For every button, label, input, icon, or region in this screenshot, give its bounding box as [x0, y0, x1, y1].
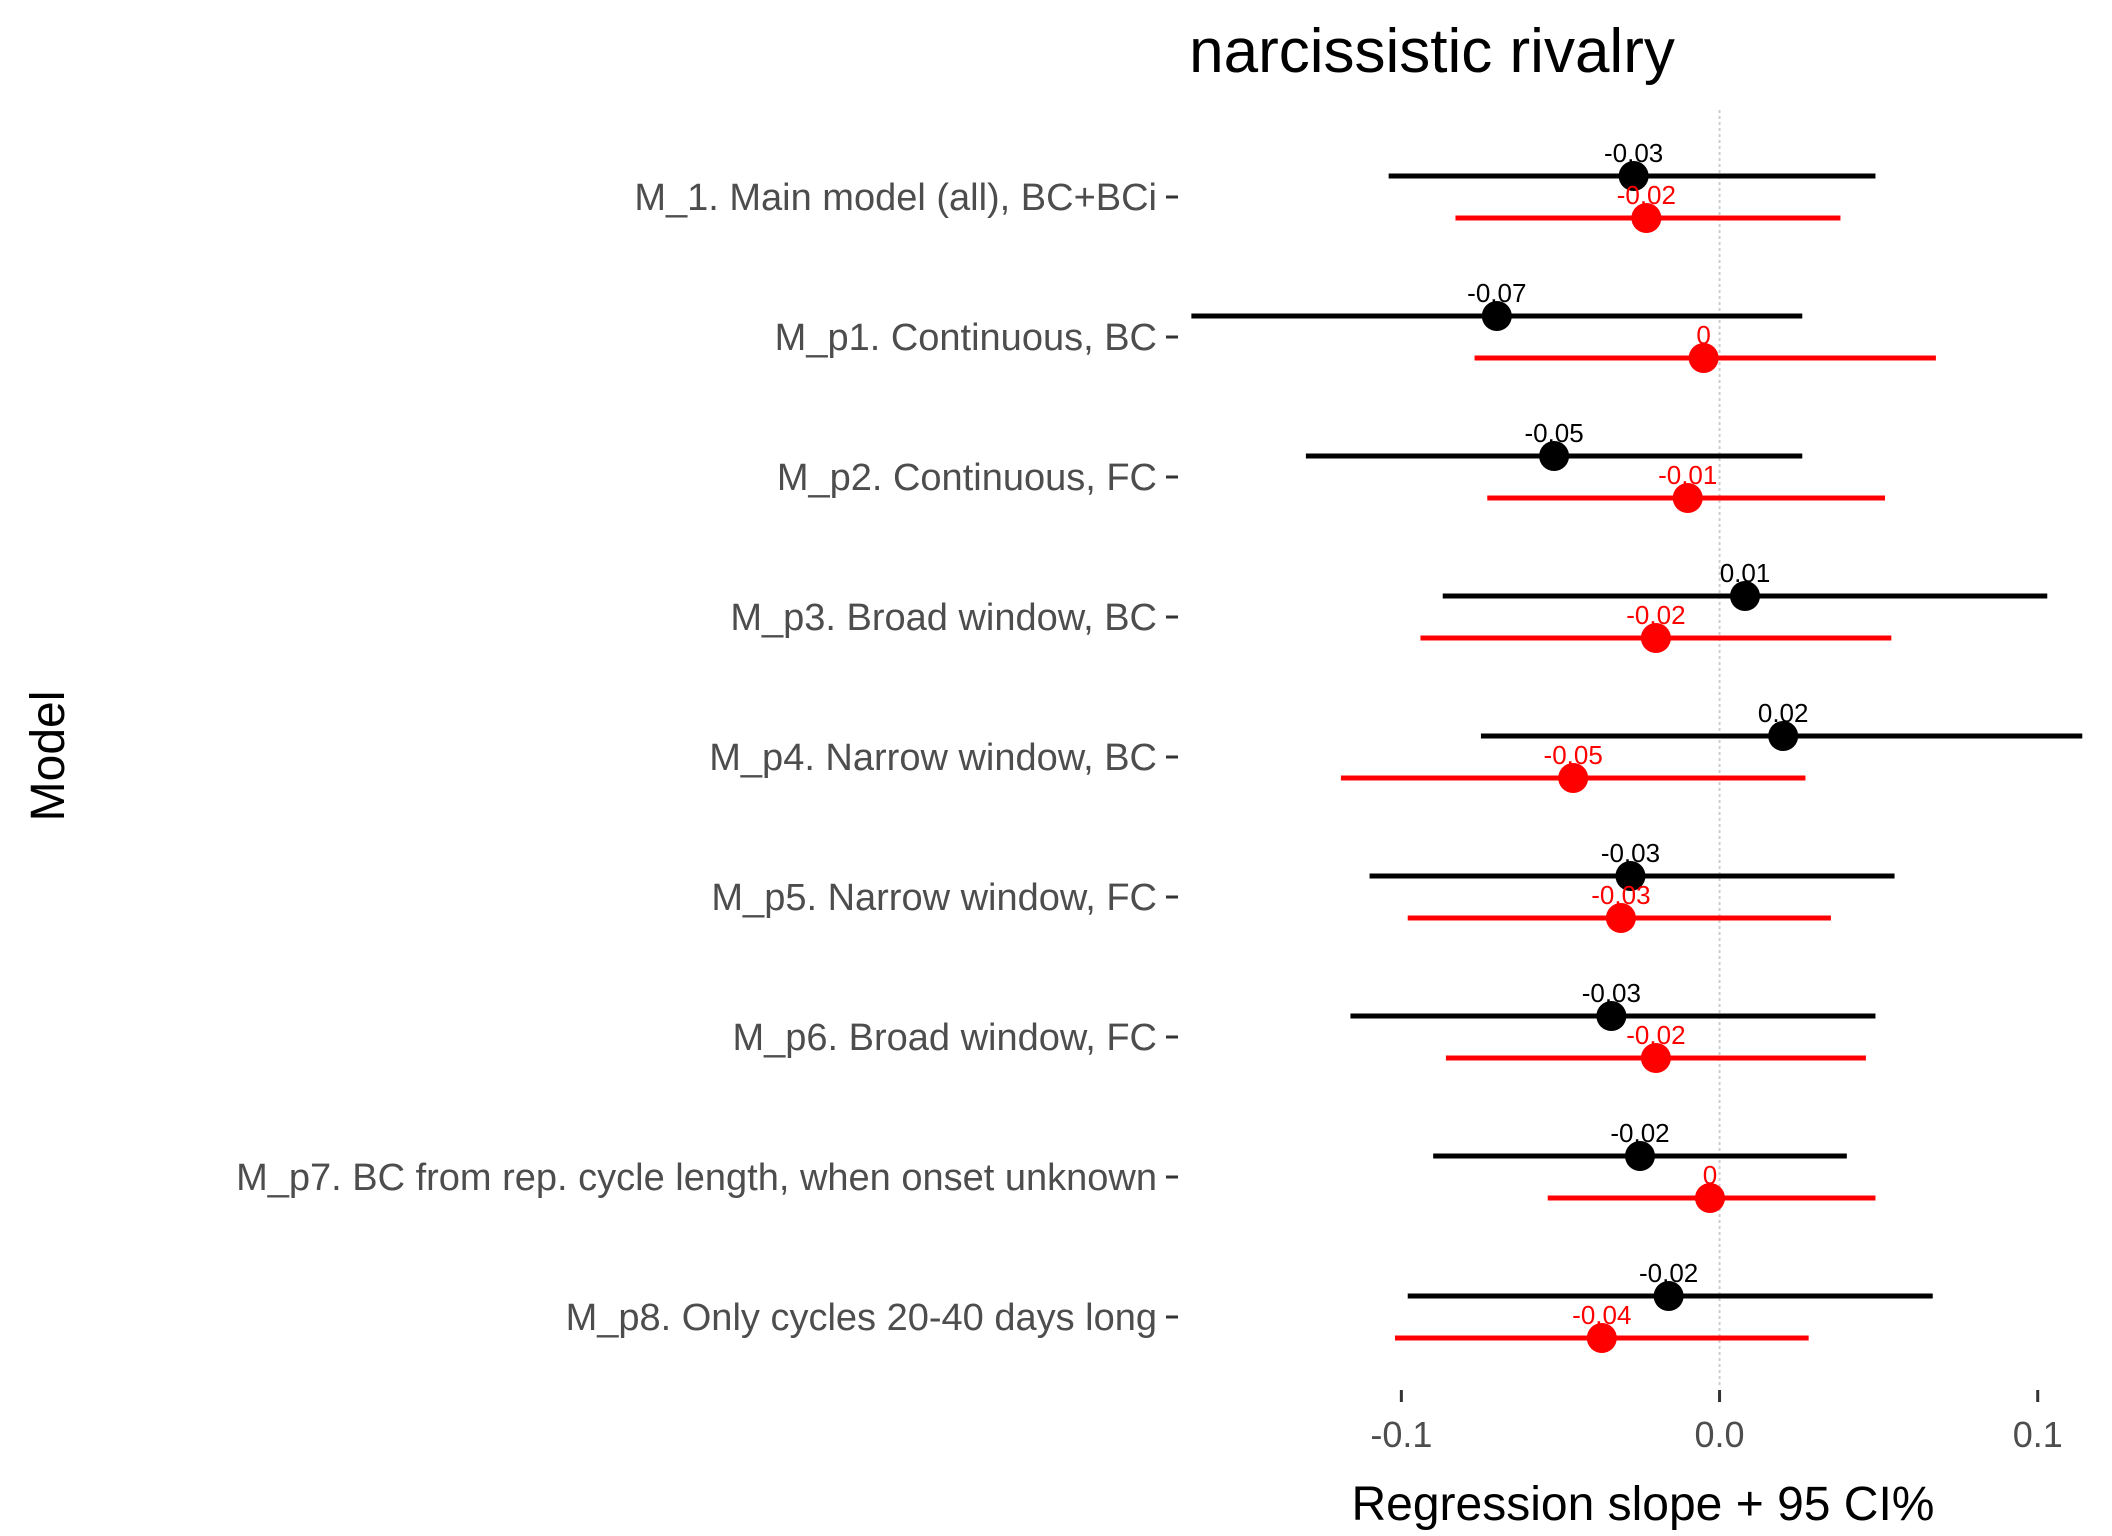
data-label: 0: [1696, 320, 1710, 350]
category-label: M_p8. Only cycles 20-40 days long: [566, 1297, 1157, 1339]
data-label: -0.02: [1617, 180, 1676, 210]
point-estimate: [1653, 1281, 1684, 1311]
point-estimate: [1605, 903, 1636, 933]
point-estimate: [1768, 721, 1799, 751]
point-estimate: [1481, 301, 1512, 331]
category-label: M_p7. BC from rep. cycle length, when on…: [236, 1157, 1157, 1199]
data-label: -0.07: [1467, 278, 1526, 308]
data-label: -0.01: [1658, 460, 1717, 490]
data-label: -0.02: [1626, 600, 1685, 630]
point-estimate: [1730, 581, 1760, 611]
category-label: M_p2. Continuous, FC: [777, 457, 1157, 499]
x-axis: -0.1 0.0 0.1: [1370, 1390, 2063, 1455]
point-estimate: [1640, 1043, 1671, 1073]
point-estimate: [1539, 441, 1570, 471]
data-label: -0.03: [1604, 138, 1663, 168]
data-label: -0.02: [1626, 1020, 1685, 1050]
category-axis: M_1. Main model (all), BC+BCi M_p1. Conti…: [236, 177, 1178, 1339]
x-tick-label: -0.1: [1370, 1414, 1432, 1455]
y-axis-title: Model: [22, 691, 75, 822]
data-label: -0.03: [1601, 838, 1660, 868]
point-estimate: [1618, 161, 1649, 191]
category-label: M_1. Main model (all), BC+BCi: [634, 177, 1157, 219]
point-estimate: [1586, 1323, 1617, 1353]
data-label: -0.03: [1582, 978, 1641, 1008]
point-estimate: [1672, 483, 1703, 513]
data-label: -0.04: [1572, 1300, 1631, 1330]
data-label: 0.01: [1720, 558, 1771, 588]
data-label: -0.02: [1610, 1118, 1669, 1148]
x-axis-title: Regression slope + 95 CI%: [1352, 1478, 1935, 1531]
series-red: -0.02 0 -0.01 -0.02 -0.05 -0.03 -0.02 0 -0.04: [1340, 180, 1936, 1353]
data-label: -0.05: [1524, 418, 1583, 448]
point-estimate: [1695, 1183, 1725, 1213]
data-series: -0.03-0.07-0.050.010.02-0.03-0.03-0.02-0…: [1191, 138, 2083, 1353]
category-label: M_p4. Narrow window, BC: [709, 737, 1157, 779]
category-label: M_p6. Broad window, FC: [732, 1017, 1157, 1059]
data-label: -0.02: [1639, 1258, 1698, 1288]
chart-title: narcissistic rivalry: [1189, 17, 1675, 86]
data-label: 0.02: [1758, 698, 1809, 728]
point-estimate: [1596, 1001, 1627, 1031]
x-tick-label: 0.0: [1695, 1414, 1745, 1455]
data-label: -0.03: [1591, 880, 1650, 910]
category-label: M_p3. Broad window, BC: [730, 597, 1157, 639]
point-estimate: [1625, 1141, 1655, 1171]
series-black: -0.03 -0.07 -0.05 0.01 0.02 -0.03 -0.03 -0.02 -0…: [1191, 138, 2083, 1311]
point-estimate: [1558, 763, 1589, 793]
data-label: 0: [1703, 1160, 1717, 1190]
category-label: M_p5. Narrow window, FC: [711, 877, 1157, 919]
point-estimate: [1631, 203, 1662, 233]
category-label: M_p1. Continuous, BC: [775, 317, 1157, 359]
point-estimate: [1688, 343, 1719, 373]
x-tick-label: 0.1: [2013, 1414, 2063, 1455]
data-label: -0.05: [1544, 740, 1603, 770]
point-estimate: [1615, 861, 1646, 891]
point-estimate: [1640, 623, 1671, 653]
